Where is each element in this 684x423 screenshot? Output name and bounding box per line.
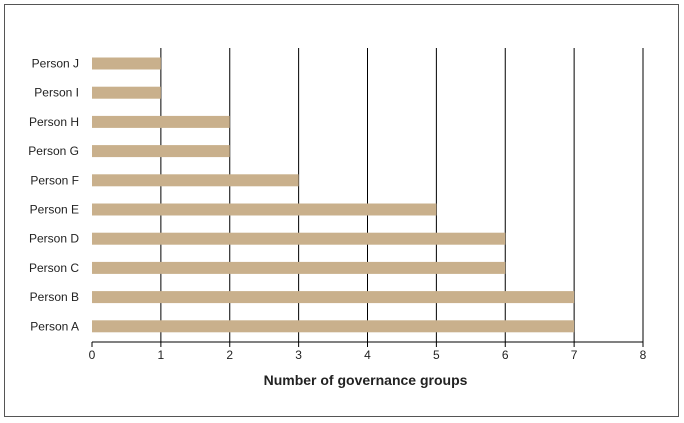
bar-person-d	[92, 232, 506, 245]
category-label: Person G	[28, 144, 79, 158]
x-tick-label: 8	[640, 348, 647, 362]
bar-person-e	[92, 203, 437, 216]
category-label: Person B	[30, 290, 79, 304]
category-label: Person E	[30, 203, 79, 217]
x-tick-label: 7	[571, 348, 578, 362]
bar-person-b	[92, 291, 575, 304]
x-axis-title: Number of governance groups	[264, 372, 468, 388]
x-tick-label: 0	[89, 348, 96, 362]
bar-person-a	[92, 320, 575, 333]
bar-person-f	[92, 174, 299, 187]
category-label: Person A	[30, 319, 79, 333]
bar-person-c	[92, 261, 506, 274]
category-label: Person J	[32, 57, 79, 71]
x-tick-label: 6	[502, 348, 509, 362]
category-label: Person D	[29, 232, 79, 246]
x-tick-label: 2	[226, 348, 233, 362]
y-category-labels: Person J Person I Person H Person G Person F…	[28, 57, 79, 334]
x-ticks: 0 1 2 3 4 5 6 7 8	[89, 342, 647, 362]
bar-person-g	[92, 145, 230, 158]
bar-person-h	[92, 115, 230, 128]
bar-person-j	[92, 57, 161, 70]
category-label: Person I	[34, 86, 79, 100]
category-label: Person H	[29, 115, 79, 129]
x-tick-label: 4	[364, 348, 371, 362]
category-label: Person C	[29, 261, 79, 275]
x-tick-label: 3	[295, 348, 302, 362]
bar-person-i	[92, 86, 161, 99]
x-tick-label: 5	[433, 348, 440, 362]
category-label: Person F	[30, 173, 79, 187]
x-tick-label: 1	[158, 348, 165, 362]
bars	[92, 57, 575, 333]
